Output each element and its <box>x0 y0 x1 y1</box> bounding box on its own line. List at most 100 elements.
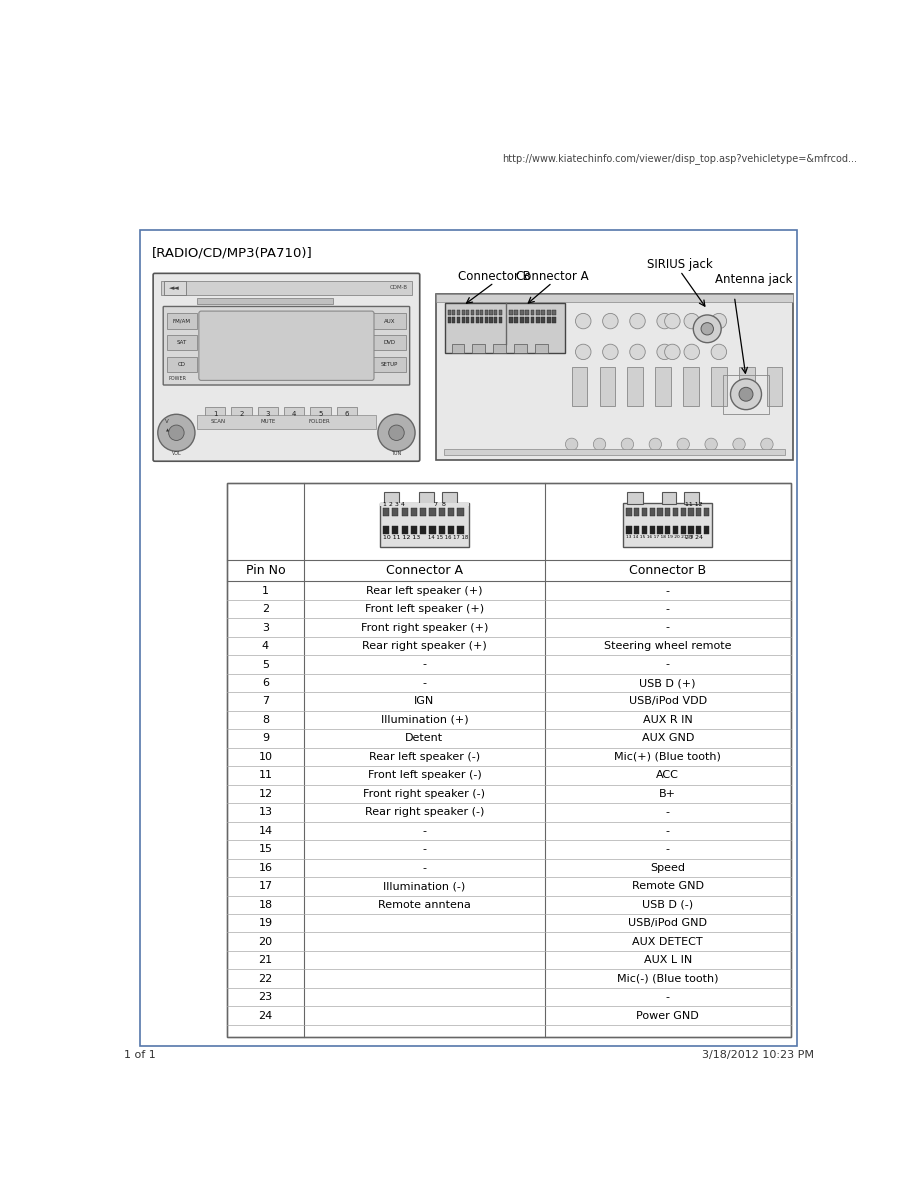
Circle shape <box>711 344 727 360</box>
Bar <box>164 281 186 295</box>
Bar <box>499 317 501 323</box>
Bar <box>684 492 699 504</box>
Bar <box>655 367 671 406</box>
Text: 6: 6 <box>262 678 269 688</box>
Text: -: - <box>666 604 670 614</box>
Text: Rear right speaker (+): Rear right speaker (+) <box>362 641 487 652</box>
Text: Mic(+) (Blue tooth): Mic(+) (Blue tooth) <box>614 752 721 762</box>
Text: Illumination (-): Illumination (-) <box>383 881 466 892</box>
Bar <box>436 294 792 302</box>
Text: USB D (-): USB D (-) <box>642 900 694 910</box>
Circle shape <box>684 344 699 360</box>
Text: 3/18/2012 10:23 PM: 3/18/2012 10:23 PM <box>702 1050 814 1061</box>
Bar <box>509 317 512 323</box>
Bar <box>711 367 727 406</box>
Bar <box>476 310 479 314</box>
Bar <box>420 509 426 516</box>
Text: Remote GND: Remote GND <box>631 881 704 892</box>
Bar <box>457 310 460 314</box>
Bar <box>452 310 456 314</box>
Text: 17: 17 <box>258 881 273 892</box>
Text: 12: 12 <box>258 788 273 799</box>
Text: AUX R IN: AUX R IN <box>643 715 693 725</box>
Text: Pin No: Pin No <box>246 564 285 577</box>
Text: Connector B: Connector B <box>458 270 531 282</box>
Bar <box>531 317 534 323</box>
Bar <box>393 526 398 534</box>
Bar <box>429 509 436 516</box>
Text: AUX DETECT: AUX DETECT <box>632 937 703 947</box>
Bar <box>402 509 408 516</box>
Bar <box>205 407 225 420</box>
Bar <box>467 310 469 314</box>
Text: Detent: Detent <box>405 733 444 744</box>
Text: 23: 23 <box>258 992 273 1002</box>
Bar <box>572 367 587 406</box>
Bar <box>542 317 545 323</box>
Bar <box>380 503 468 506</box>
Text: Illumination (+): Illumination (+) <box>381 715 468 725</box>
Text: MUTE: MUTE <box>261 420 276 425</box>
Circle shape <box>157 414 195 451</box>
Bar <box>383 492 399 504</box>
Bar <box>535 344 547 354</box>
Text: ◄◄: ◄◄ <box>169 284 180 290</box>
Circle shape <box>694 314 721 343</box>
Text: Rear right speaker (-): Rear right speaker (-) <box>365 808 484 817</box>
Bar <box>490 317 492 323</box>
Circle shape <box>565 438 578 450</box>
Bar <box>402 526 408 534</box>
Text: Speed: Speed <box>651 863 685 872</box>
Circle shape <box>760 438 773 450</box>
Bar <box>704 526 709 534</box>
Text: 1: 1 <box>262 586 269 595</box>
Text: Front left speaker (-): Front left speaker (-) <box>368 770 481 780</box>
Bar <box>485 317 488 323</box>
Text: Rear left speaker (+): Rear left speaker (+) <box>366 586 482 595</box>
Bar <box>626 509 631 516</box>
Text: Rear left speaker (-): Rear left speaker (-) <box>369 752 480 762</box>
Bar <box>514 310 518 314</box>
Bar <box>657 526 662 534</box>
Circle shape <box>657 344 673 360</box>
Bar <box>704 509 709 516</box>
Bar <box>467 317 469 323</box>
Bar <box>480 310 483 314</box>
Text: -: - <box>423 660 426 670</box>
Bar <box>167 313 197 329</box>
Bar <box>382 526 389 534</box>
Bar <box>547 310 551 314</box>
Text: DVD: DVD <box>383 340 395 346</box>
Text: 8: 8 <box>262 715 269 725</box>
FancyBboxPatch shape <box>199 311 374 380</box>
Bar <box>420 526 426 534</box>
Text: 10 11 12 13: 10 11 12 13 <box>382 535 420 540</box>
Text: 2: 2 <box>262 604 269 614</box>
Text: USB D (+): USB D (+) <box>640 678 696 688</box>
Text: 14 15 16 17 18: 14 15 16 17 18 <box>428 535 468 540</box>
Text: 5: 5 <box>318 410 323 416</box>
Bar <box>688 526 694 534</box>
Text: 11: 11 <box>259 770 273 780</box>
Bar <box>542 310 545 314</box>
Bar <box>480 317 483 323</box>
Circle shape <box>649 438 662 450</box>
Bar <box>461 310 465 314</box>
Text: -: - <box>666 826 670 836</box>
Text: Power GND: Power GND <box>636 1010 699 1021</box>
Text: Front right speaker (-): Front right speaker (-) <box>363 788 485 799</box>
Bar <box>438 509 445 516</box>
Text: -: - <box>666 992 670 1002</box>
Bar <box>458 509 464 516</box>
Text: 3: 3 <box>262 623 269 632</box>
Bar <box>471 317 474 323</box>
Text: 15: 15 <box>259 845 273 854</box>
Bar <box>665 526 671 534</box>
Bar <box>447 317 451 323</box>
Bar <box>681 526 686 534</box>
Bar <box>514 344 527 354</box>
Bar <box>337 407 357 420</box>
Bar <box>665 509 671 516</box>
Bar <box>536 310 540 314</box>
Bar <box>634 509 640 516</box>
